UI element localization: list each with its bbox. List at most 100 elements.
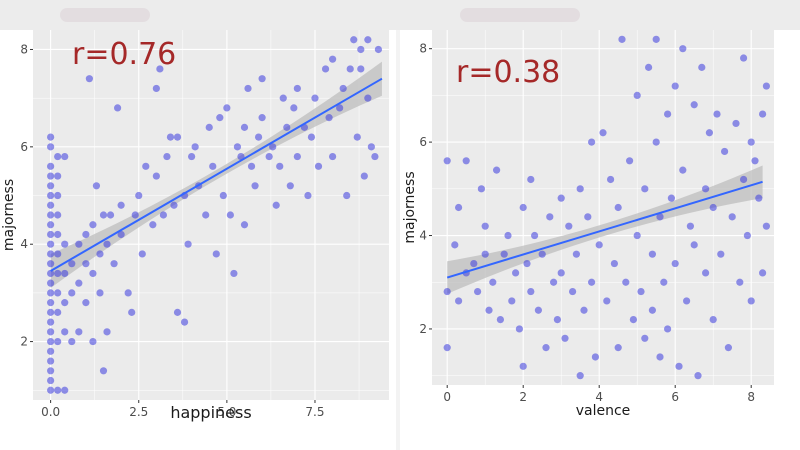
data-point <box>534 306 542 314</box>
data-point <box>159 211 168 219</box>
data-point <box>75 279 83 287</box>
data-point <box>747 138 755 146</box>
data-point <box>54 250 62 258</box>
data-point <box>314 162 323 170</box>
data-point <box>576 372 584 380</box>
correlation-annotation: r=0.76 <box>72 37 176 72</box>
data-point <box>68 337 76 346</box>
data-point <box>641 334 649 342</box>
axis-ticks: 2 4 6 8 0.0 2.5 5.0 7.5 <box>20 42 324 419</box>
data-point <box>191 143 199 151</box>
data-point <box>610 259 618 268</box>
data-point <box>561 334 569 342</box>
data-point <box>152 172 160 180</box>
data-point <box>113 104 122 112</box>
data-point <box>660 278 668 286</box>
data-point <box>607 175 615 184</box>
data-point <box>493 166 501 174</box>
data-point <box>538 250 546 258</box>
data-point <box>110 260 118 268</box>
data-point <box>272 201 280 209</box>
data-point <box>106 211 115 219</box>
data-point <box>247 162 256 170</box>
x-axis-label: valence <box>576 403 631 419</box>
data-point <box>223 104 231 112</box>
data-point <box>212 250 220 258</box>
x-tick-label: 6 <box>671 390 679 404</box>
data-point <box>163 152 171 161</box>
data-point <box>124 289 132 297</box>
data-point <box>54 230 62 239</box>
data-point <box>329 152 337 161</box>
data-point <box>546 213 554 221</box>
data-point <box>374 45 383 54</box>
data-point <box>523 259 531 268</box>
data-point <box>269 143 277 151</box>
data-point <box>233 143 242 151</box>
data-point <box>61 299 69 307</box>
data-point <box>258 75 266 83</box>
data-point <box>290 104 298 112</box>
data-point <box>702 269 710 277</box>
data-point <box>226 211 234 219</box>
data-point <box>690 101 698 109</box>
data-point <box>751 157 759 165</box>
data-point <box>728 213 736 221</box>
data-point <box>740 175 748 184</box>
data-point <box>477 185 485 193</box>
data-point <box>343 191 351 200</box>
data-point <box>304 191 312 200</box>
data-point <box>527 287 535 296</box>
data-point <box>679 166 687 174</box>
data-point <box>443 344 451 352</box>
data-point <box>47 240 55 248</box>
data-point <box>258 114 266 122</box>
data-point <box>504 231 512 240</box>
data-point <box>240 123 249 131</box>
data-point <box>89 269 97 278</box>
data-point <box>325 114 333 122</box>
data-point <box>633 231 641 240</box>
data-point <box>47 357 55 365</box>
data-point <box>265 152 273 161</box>
data-point <box>740 54 748 62</box>
data-point <box>717 250 725 258</box>
data-point <box>54 152 62 161</box>
data-point <box>99 367 108 375</box>
data-point <box>96 250 104 258</box>
data-point <box>690 241 698 249</box>
data-point <box>736 278 744 286</box>
data-point <box>61 152 69 161</box>
data-point <box>251 182 259 190</box>
data-point <box>283 123 291 131</box>
data-point <box>68 260 76 268</box>
data-point <box>47 221 55 229</box>
plot-background <box>33 30 389 400</box>
data-point <box>686 222 694 230</box>
x-tick-label: 5.0 <box>217 405 236 419</box>
data-point <box>68 289 76 297</box>
data-point <box>99 211 108 219</box>
data-point <box>671 82 679 90</box>
data-point <box>279 94 287 102</box>
x-tick-label: 2 <box>519 390 527 404</box>
data-point <box>664 325 672 333</box>
data-point <box>311 94 319 102</box>
data-point <box>54 211 62 219</box>
data-point <box>54 269 62 278</box>
data-point <box>82 260 90 268</box>
data-point <box>329 55 337 63</box>
data-point <box>47 182 55 190</box>
data-point <box>481 250 489 258</box>
data-point <box>357 65 365 73</box>
data-point <box>762 222 770 230</box>
data-point <box>519 203 527 212</box>
data-point <box>671 259 679 268</box>
data-point <box>173 133 182 141</box>
data-point <box>47 201 55 209</box>
x-tick-label: 0 <box>443 390 451 404</box>
data-point <box>47 269 55 278</box>
data-point <box>103 240 111 248</box>
data-point <box>82 299 90 307</box>
data-point <box>54 337 62 346</box>
